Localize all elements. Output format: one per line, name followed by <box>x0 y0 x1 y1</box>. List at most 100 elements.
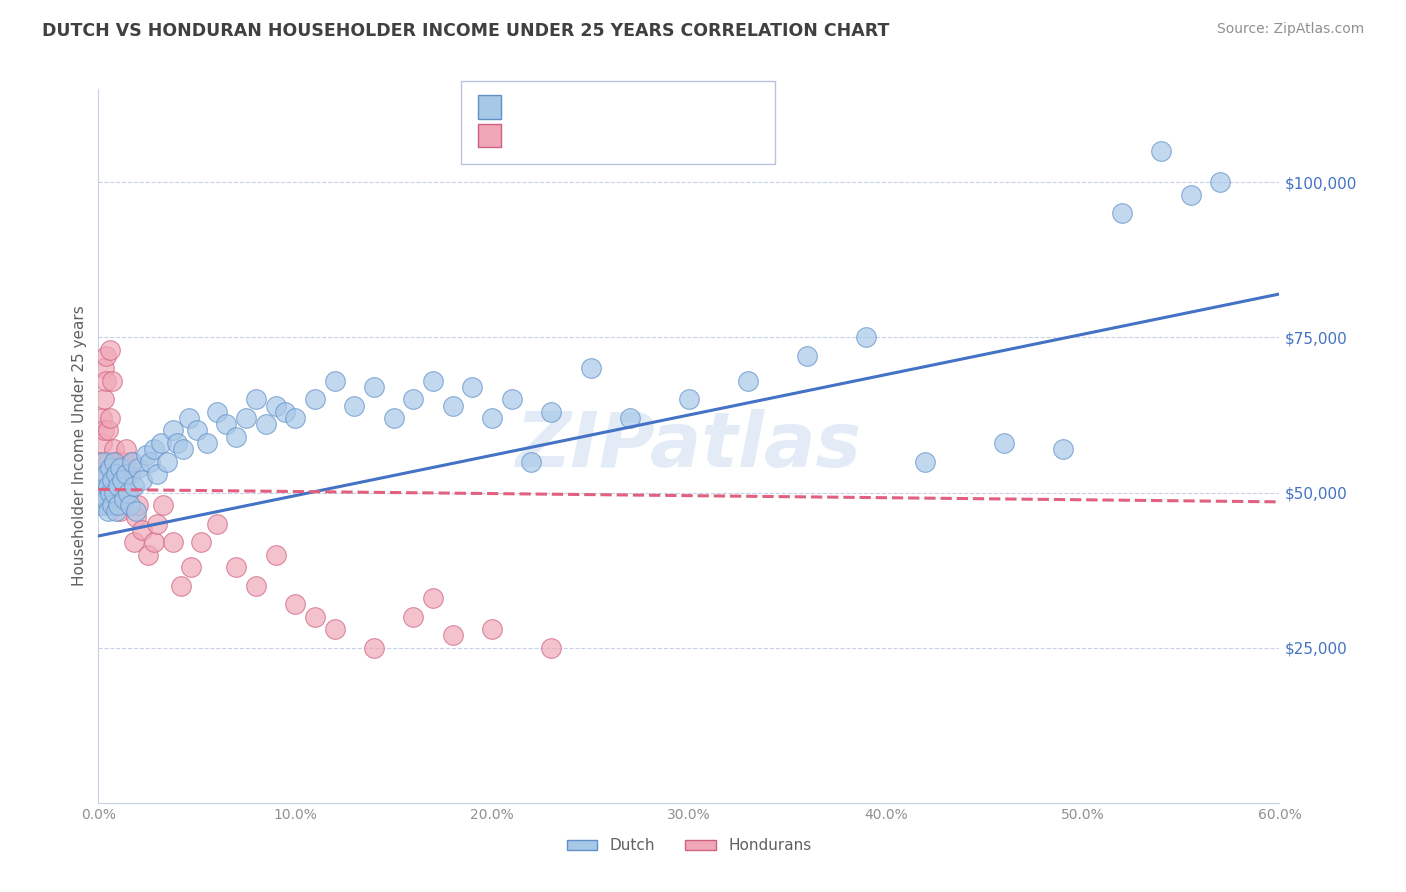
Text: N =: N = <box>605 129 648 145</box>
Point <box>117 485 139 500</box>
Point <box>619 411 641 425</box>
Point <box>146 516 169 531</box>
Point <box>117 485 139 500</box>
Point <box>142 442 165 456</box>
Text: ZIPatlas: ZIPatlas <box>516 409 862 483</box>
Point <box>195 436 218 450</box>
Point <box>93 361 115 376</box>
Point <box>422 374 444 388</box>
Point <box>89 485 111 500</box>
Point <box>323 374 346 388</box>
Point <box>520 454 543 468</box>
Text: DUTCH VS HONDURAN HOUSEHOLDER INCOME UNDER 25 YEARS CORRELATION CHART: DUTCH VS HONDURAN HOUSEHOLDER INCOME UND… <box>42 22 890 40</box>
Point <box>101 473 124 487</box>
Point <box>89 485 111 500</box>
Point <box>152 498 174 512</box>
Text: 76: 76 <box>638 101 659 116</box>
Point <box>125 504 148 518</box>
Point <box>131 523 153 537</box>
Point <box>121 454 143 468</box>
Point <box>1209 175 1232 189</box>
Point <box>343 399 366 413</box>
Point <box>304 392 326 407</box>
Point <box>1180 187 1202 202</box>
Point <box>97 498 120 512</box>
Point <box>107 479 129 493</box>
Point <box>108 504 131 518</box>
Point <box>93 424 115 438</box>
Point <box>323 622 346 636</box>
Point <box>993 436 1015 450</box>
Point <box>245 392 267 407</box>
Point <box>162 424 184 438</box>
Text: R =: R = <box>509 101 543 116</box>
Point <box>103 485 125 500</box>
Point <box>112 454 135 468</box>
Point <box>98 460 121 475</box>
Point <box>177 411 200 425</box>
Point <box>225 560 247 574</box>
Point <box>245 579 267 593</box>
Point <box>107 498 129 512</box>
Point <box>441 399 464 413</box>
Point <box>93 392 115 407</box>
Point <box>103 454 125 468</box>
Point <box>96 491 118 506</box>
Point <box>382 411 405 425</box>
Point <box>105 467 128 481</box>
Point <box>284 597 307 611</box>
Point <box>97 424 120 438</box>
Point <box>304 609 326 624</box>
Point <box>422 591 444 605</box>
Point <box>142 535 165 549</box>
Point <box>215 417 238 432</box>
Point <box>127 498 149 512</box>
Text: Source: ZipAtlas.com: Source: ZipAtlas.com <box>1216 22 1364 37</box>
Point <box>363 640 385 655</box>
Point <box>186 424 208 438</box>
Point <box>103 454 125 468</box>
Point <box>1052 442 1074 456</box>
Point <box>91 473 114 487</box>
Point <box>97 454 120 468</box>
Point <box>170 579 193 593</box>
Point <box>107 454 129 468</box>
Point <box>91 411 114 425</box>
Point <box>96 349 118 363</box>
Point <box>127 460 149 475</box>
Point <box>190 535 212 549</box>
Point <box>540 405 562 419</box>
Point <box>111 473 134 487</box>
Point <box>162 535 184 549</box>
Point <box>115 442 138 456</box>
Point <box>97 504 120 518</box>
Point <box>93 454 115 468</box>
Point <box>363 380 385 394</box>
Point <box>796 349 818 363</box>
Point <box>138 454 160 468</box>
Point <box>121 454 143 468</box>
Point <box>91 436 114 450</box>
Point <box>111 473 134 487</box>
Point <box>101 498 124 512</box>
Text: -0.014: -0.014 <box>548 129 603 145</box>
Point <box>125 510 148 524</box>
Point <box>180 560 202 574</box>
Text: 0.464: 0.464 <box>548 101 596 116</box>
Point <box>172 442 194 456</box>
Point <box>105 504 128 518</box>
Point <box>98 343 121 357</box>
Point <box>1111 206 1133 220</box>
Point <box>112 491 135 506</box>
Point <box>461 380 484 394</box>
Point <box>122 479 145 493</box>
Point <box>274 405 297 419</box>
Point <box>481 622 503 636</box>
Y-axis label: Householder Income Under 25 years: Householder Income Under 25 years <box>72 306 87 586</box>
Point <box>156 454 179 468</box>
Point <box>93 473 115 487</box>
Point <box>118 498 141 512</box>
Point <box>205 405 228 419</box>
Point <box>284 411 307 425</box>
Point <box>501 392 523 407</box>
